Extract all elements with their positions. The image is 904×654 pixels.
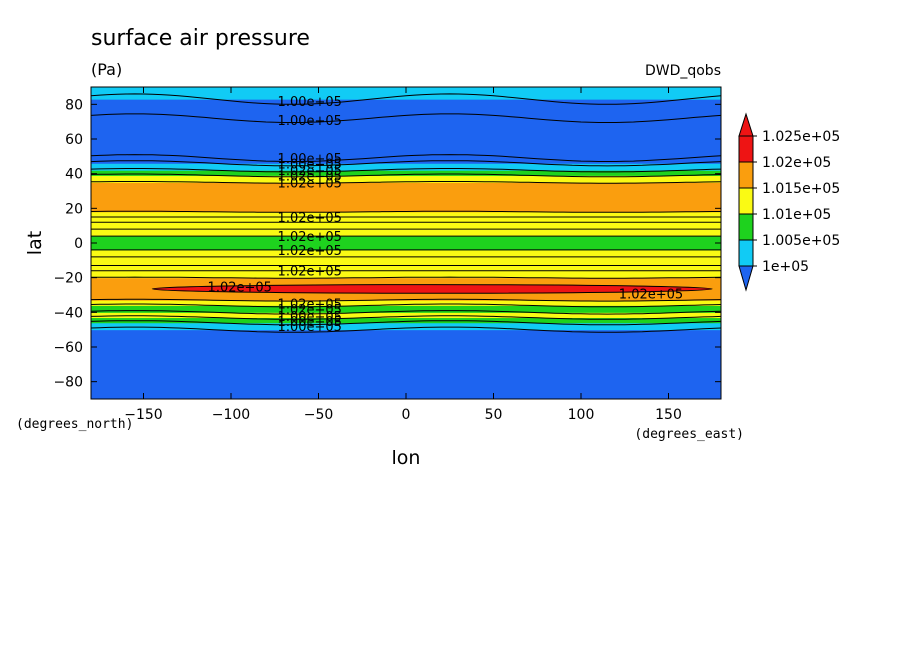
- contour-label-3: 1.00e+05: [278, 157, 342, 172]
- y-tick-label: −80: [53, 375, 83, 391]
- contour-label-17: 1.00e+05: [278, 320, 342, 335]
- band-2: [91, 317, 721, 324]
- x-tick-label: −50: [304, 407, 334, 423]
- y-tick-label: 40: [65, 167, 83, 183]
- colorbar-segment: [738, 135, 754, 163]
- colorbar-over-arrow: [738, 112, 754, 137]
- x-tick-label: 100: [568, 407, 595, 423]
- contour-label-8: 1.02e+05: [278, 230, 342, 245]
- contour-label-13: 1.02e+05: [278, 298, 342, 313]
- contour-lines: [91, 93, 721, 333]
- filled-contour-bands: [91, 87, 721, 399]
- colorbar-segment: [738, 239, 754, 267]
- band-1: [91, 322, 721, 331]
- band-7: [91, 265, 721, 279]
- band-14: [91, 170, 721, 176]
- contour-line-22: [91, 93, 721, 105]
- colorbar-label: 1e+05: [762, 259, 809, 275]
- contour-label-4: 1.02e+05: [278, 164, 342, 179]
- y-tick-label: 60: [65, 132, 83, 148]
- x-axis-ticks: −150 −100 −50 0 50 100 150: [124, 87, 682, 423]
- band-9: [91, 236, 721, 251]
- contour-line-high: [151, 284, 713, 294]
- chart-title: surface air pressure: [91, 26, 310, 51]
- band-17: [91, 99, 721, 119]
- y-axis-label: lat: [24, 231, 46, 255]
- contour-label-7: 1.02e+05: [278, 211, 342, 226]
- colorbar-label: 1.015e+05: [762, 181, 840, 197]
- contour-line-15: [91, 210, 721, 213]
- y-tick-label: −40: [53, 305, 83, 321]
- contour-label-2: 1.00e+05: [278, 152, 342, 167]
- contour-label-12: 1.02e+05: [619, 287, 683, 302]
- contour-label-16: 1.00e+05: [278, 315, 342, 330]
- colorbar-segment: [738, 213, 754, 241]
- contour-label-14: 1.02e+05: [278, 303, 342, 318]
- band-16: [91, 118, 721, 164]
- contour-line-20: [91, 154, 721, 162]
- contour-line-16: [91, 181, 721, 184]
- contour-line-5: [91, 298, 721, 302]
- x-tick-label: 0: [402, 407, 411, 423]
- contour-label-10: 1.02e+05: [278, 265, 342, 280]
- plot-area: 1.00e+051.00e+051.00e+051.00e+051.02e+05…: [90, 86, 722, 400]
- contour-labels: 1.00e+051.00e+051.00e+051.00e+051.02e+05…: [208, 95, 684, 335]
- band-8: [91, 249, 721, 267]
- y-axis-units: (degrees_north): [16, 417, 133, 432]
- x-tick-label: 150: [655, 407, 682, 423]
- contour-line-6: [91, 276, 721, 279]
- y-tick-label: 20: [65, 201, 83, 217]
- contour-label-1: 1.00e+05: [278, 114, 342, 129]
- colorbar-label: 1.02e+05: [762, 155, 831, 171]
- band-4: [91, 305, 721, 313]
- colorbar-label: 1.01e+05: [762, 207, 831, 223]
- contour-label-5: 1.02e+05: [278, 169, 342, 184]
- colorbar-label: 1.025e+05: [762, 129, 840, 145]
- contour-line-3: [91, 310, 721, 315]
- colorbar-label: 1.005e+05: [762, 233, 840, 249]
- x-axis-label: lon: [392, 447, 421, 469]
- high-pressure-region: [152, 284, 713, 294]
- contour-line-17: [91, 173, 721, 178]
- band-15: [91, 163, 721, 171]
- units-label: (Pa): [91, 60, 122, 79]
- colorbar-segment: [738, 187, 754, 215]
- contour-line-21: [91, 113, 721, 123]
- y-tick-label: −60: [53, 340, 83, 356]
- source-label: DWD_qobs: [645, 63, 721, 79]
- band-18: [91, 87, 721, 100]
- colorbar-segment: [738, 161, 754, 189]
- band-12: [91, 182, 721, 213]
- contour-line-4: [91, 303, 721, 308]
- band-13: [91, 175, 721, 183]
- y-tick-label: −20: [53, 271, 83, 287]
- contour-label-15: 1.00e+05: [278, 310, 342, 325]
- y-axis-ticks: −80 −60 −40 −20 0 20 40 60 80: [53, 97, 721, 391]
- contour-line-19: [91, 160, 721, 167]
- contour-line-2: [91, 315, 721, 320]
- x-tick-label: −100: [212, 407, 250, 423]
- y-tick-label: 80: [65, 97, 83, 113]
- contour-label-11: 1.02e+05: [208, 280, 272, 295]
- contour-line-18: [91, 168, 721, 173]
- colorbar: 1.025e+05 1.02e+05 1.015e+05 1.01e+05 1.005e…: [738, 112, 840, 292]
- contour-label-0: 1.00e+05: [278, 95, 342, 110]
- contour-line-0: [91, 326, 721, 333]
- colorbar-under-arrow: [738, 265, 754, 292]
- x-axis-units: (degrees_east): [634, 427, 744, 442]
- x-tick-label: −150: [124, 407, 162, 423]
- contour-label-9: 1.02e+05: [278, 244, 342, 259]
- band-3: [91, 312, 721, 319]
- contour-label-6: 1.02e+05: [278, 176, 342, 191]
- band-5: [91, 300, 721, 306]
- contour-line-1: [91, 320, 721, 326]
- band-0: [91, 329, 721, 399]
- y-tick-label: 0: [74, 236, 83, 252]
- x-tick-label: 50: [485, 407, 503, 423]
